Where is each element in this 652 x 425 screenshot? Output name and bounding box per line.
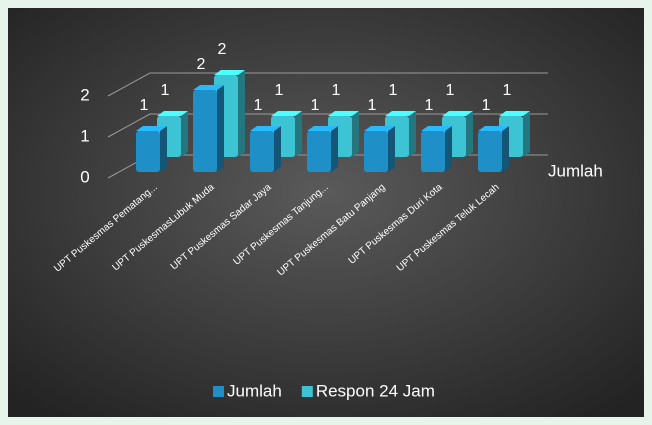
bar: [478, 131, 502, 172]
data-label: 2: [197, 56, 206, 73]
y-tick-label: 2: [80, 85, 89, 104]
bar-group: [136, 126, 167, 172]
bar-side: [466, 111, 473, 157]
bar-side: [274, 126, 281, 172]
bar-side: [445, 126, 452, 172]
bar-side: [352, 111, 359, 157]
bar-top: [271, 111, 302, 116]
bar-top: [214, 70, 245, 75]
legend-swatch: [301, 386, 313, 397]
depth-axis-label: Jumlah: [548, 161, 603, 180]
data-label: 1: [140, 97, 149, 114]
data-label: 1: [254, 97, 263, 114]
bar-group: [250, 126, 281, 172]
bar-top: [157, 111, 188, 116]
data-label: 1: [332, 82, 341, 99]
bar: [364, 131, 388, 172]
legend-label: Jumlah: [227, 381, 282, 400]
bar-group: [478, 126, 509, 172]
data-label: 1: [503, 82, 512, 99]
bar-side: [217, 85, 224, 172]
bar-top: [250, 126, 281, 131]
bar-group: [421, 126, 452, 172]
bar-side: [502, 126, 509, 172]
data-label: 1: [446, 82, 455, 99]
data-label: 1: [389, 82, 398, 99]
bar: [136, 131, 160, 172]
bar-top: [193, 85, 224, 90]
bar-group: [307, 126, 338, 172]
bar-side: [331, 126, 338, 172]
bar-top: [421, 126, 452, 131]
data-label: 1: [482, 97, 491, 114]
bar-side: [295, 111, 302, 157]
bar: [250, 131, 274, 172]
data-label: 1: [368, 97, 377, 114]
data-label: 2: [218, 41, 227, 58]
plot-background: [8, 8, 644, 417]
bar: [307, 131, 331, 172]
bar-top: [307, 126, 338, 131]
data-label: 1: [425, 97, 434, 114]
data-label: 1: [161, 82, 170, 99]
data-label: 1: [275, 82, 284, 99]
data-label: 1: [311, 97, 320, 114]
bar-top: [364, 126, 395, 131]
grid-line: [107, 72, 548, 97]
bar-group: [193, 85, 224, 172]
bar-side: [181, 111, 188, 157]
bar: [421, 131, 445, 172]
y-tick-label: 0: [80, 167, 89, 186]
bar-side: [238, 70, 245, 157]
bar-side: [409, 111, 416, 157]
bar-group: [364, 126, 395, 172]
bar: [193, 90, 217, 172]
y-tick-label: 1: [80, 126, 89, 145]
bar-top: [499, 111, 530, 116]
bar-top: [136, 126, 167, 131]
bar-top: [442, 111, 473, 116]
bar-top: [328, 111, 359, 116]
bar-top: [385, 111, 416, 116]
legend-swatch: [213, 386, 224, 397]
legend-label: Respon 24 Jam: [316, 381, 435, 400]
bar-side: [388, 126, 395, 172]
bar-side: [160, 126, 167, 172]
bar-side: [523, 111, 530, 157]
bar-top: [478, 126, 509, 131]
